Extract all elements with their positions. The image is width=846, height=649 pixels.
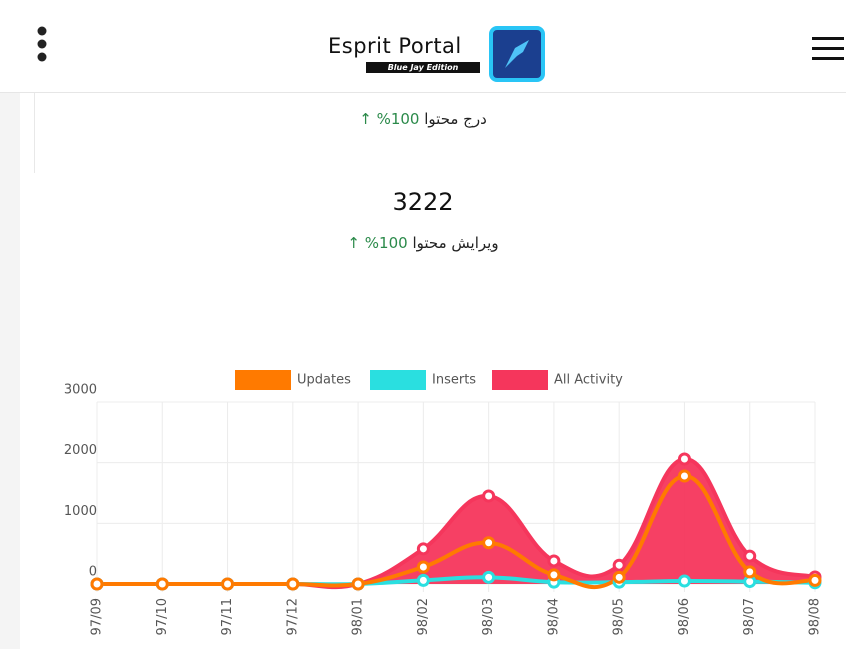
point [482, 489, 496, 503]
stat-label: ویرایش محتوا [412, 234, 499, 252]
y-tick-label: 1000 [64, 504, 97, 519]
x-tick-label: 98/05 [612, 598, 627, 635]
y-tick-label: 3000 [64, 383, 97, 398]
point [808, 573, 822, 587]
x-tick-label: 98/04 [546, 598, 561, 635]
app-subtitle: Blue Jay Edition [366, 62, 480, 73]
stat-change: 100% [376, 110, 420, 128]
legend-swatch [370, 370, 426, 390]
arrow-up-icon: ↑ [347, 234, 360, 252]
point [677, 452, 691, 466]
stat-row: ویرایش محتوا 100% ↑ [0, 234, 846, 252]
point [743, 565, 757, 579]
stat-value: 3222 [392, 188, 454, 216]
app-title: Esprit Portal [328, 34, 462, 58]
x-tick-label: 97/11 [220, 598, 235, 635]
x-tick-label: 98/02 [416, 598, 431, 635]
y-tick-label: 0 [89, 565, 97, 580]
point [743, 549, 757, 563]
point [416, 573, 430, 587]
point [416, 560, 430, 574]
point [612, 570, 626, 584]
x-tick-label: 97/10 [155, 598, 170, 635]
x-tick-label: 98/01 [351, 598, 366, 635]
hamburger-menu[interactable] [810, 34, 846, 64]
legend-label: Inserts [432, 373, 476, 388]
point [286, 577, 300, 591]
x-tick-label: 97/09 [90, 598, 105, 635]
point [677, 469, 691, 483]
point [155, 577, 169, 591]
x-tick-label: 98/06 [677, 598, 692, 635]
point [612, 558, 626, 572]
legend-label: All Activity [554, 373, 623, 388]
legend-swatch [492, 370, 548, 390]
point [221, 577, 235, 591]
card-border [34, 93, 35, 173]
x-tick-label: 98/03 [481, 598, 496, 635]
point [351, 577, 365, 591]
y-tick-label: 2000 [64, 443, 97, 458]
stat-change: 100% [364, 234, 408, 252]
point [416, 542, 430, 556]
point [482, 536, 496, 550]
point [547, 568, 561, 582]
top-bar: Esprit Portal Blue Jay Edition [0, 0, 846, 93]
x-tick-label: 98/08 [808, 598, 823, 635]
x-tick-label: 98/07 [742, 598, 757, 635]
point [677, 574, 691, 588]
point [547, 554, 561, 568]
point [482, 570, 496, 584]
stat-label: درج محتوا [424, 110, 487, 128]
stat-row: درج محتوا 100% ↑ [0, 110, 846, 128]
point [90, 577, 104, 591]
legend-swatch [235, 370, 291, 390]
arrow-up-icon: ↑ [359, 110, 372, 128]
x-tick-label: 97/12 [285, 598, 300, 635]
legend-label: Updates [297, 373, 351, 388]
logo [489, 26, 545, 82]
side-strip [0, 93, 20, 649]
menu-dots[interactable] [32, 26, 52, 66]
